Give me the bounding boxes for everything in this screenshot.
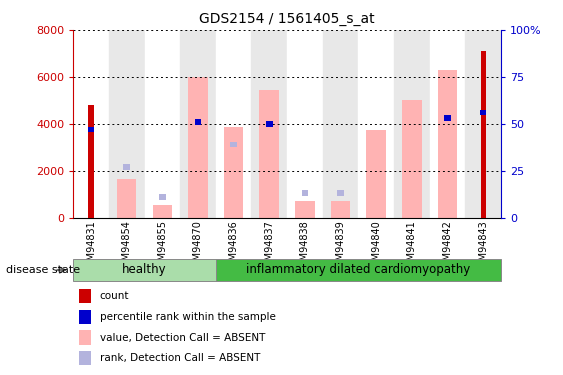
Bar (109, 30, 145, 217)
Bar (359, 30, 394, 217)
Bar (444, 116, 451, 121)
Text: healthy: healthy (122, 264, 167, 276)
Bar (195, 119, 201, 124)
Text: percentile rank within the sample: percentile rank within the sample (100, 312, 275, 322)
Bar (481, 51, 486, 217)
Bar (117, 179, 136, 218)
Bar (394, 30, 430, 217)
Bar (123, 164, 130, 170)
Bar (230, 142, 237, 147)
Bar (153, 205, 172, 218)
Bar (430, 30, 466, 217)
Bar (159, 194, 166, 200)
Text: count: count (100, 291, 129, 301)
Title: GDS2154 / 1561405_s_at: GDS2154 / 1561405_s_at (199, 12, 375, 26)
Bar (438, 70, 457, 217)
Text: rank, Detection Call = ABSENT: rank, Detection Call = ABSENT (100, 353, 260, 363)
Text: disease state: disease state (6, 265, 80, 275)
Text: value, Detection Call = ABSENT: value, Detection Call = ABSENT (100, 333, 265, 342)
Bar (145, 30, 180, 217)
Bar (252, 30, 287, 217)
Bar (180, 30, 216, 217)
Bar (88, 127, 94, 132)
Bar (216, 259, 501, 281)
Bar (260, 90, 279, 218)
Bar (88, 105, 93, 218)
Bar (331, 201, 350, 217)
Bar (323, 30, 359, 217)
Bar (73, 30, 109, 217)
Bar (224, 127, 243, 218)
Bar (466, 30, 501, 217)
Bar (188, 77, 208, 218)
Bar (402, 100, 422, 218)
Bar (480, 110, 486, 116)
Bar (295, 201, 315, 217)
Bar (337, 190, 344, 196)
Bar (302, 190, 308, 196)
Bar (367, 130, 386, 218)
Bar (266, 121, 272, 127)
Bar (216, 30, 252, 217)
Bar (287, 30, 323, 217)
Text: inflammatory dilated cardiomyopathy: inflammatory dilated cardiomyopathy (247, 264, 471, 276)
Bar (73, 259, 216, 281)
